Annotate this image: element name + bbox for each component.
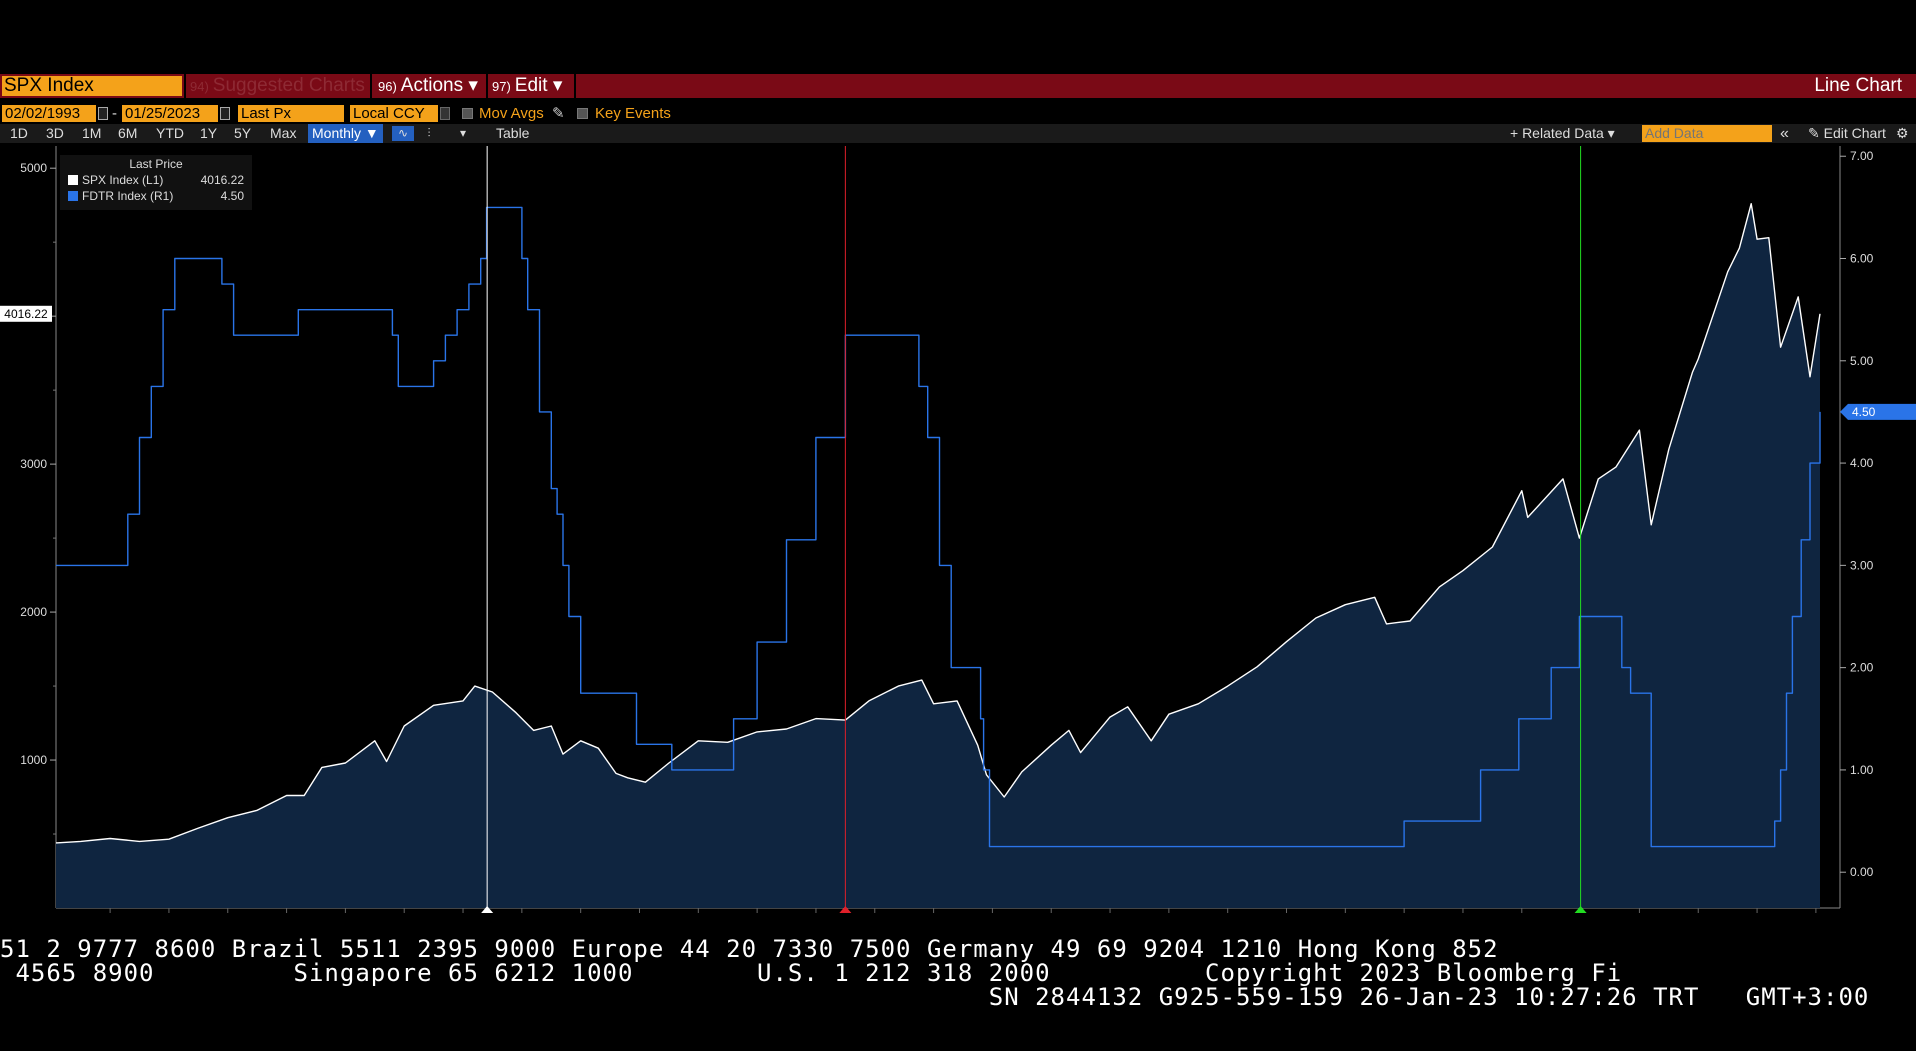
event-markers: 05/31/0006/30/0612/31/184016.224.50 bbox=[0, 146, 1916, 913]
ticker-line-1: 51 2 9777 8600 Brazil 5511 2395 9000 Eur… bbox=[0, 935, 1499, 963]
left-axis-tick-label: 5000 bbox=[20, 161, 47, 175]
series-layer bbox=[55, 203, 1821, 908]
menu-separator bbox=[486, 74, 488, 98]
right-last-value-tag bbox=[1840, 403, 1916, 420]
line-chart[interactable]: 1000 2000 3000 5000 0.00 1.00 2.00 3.00 4.00 5.00… bbox=[0, 143, 1916, 913]
calendar-icon[interactable] bbox=[220, 107, 230, 120]
key-events-checkbox[interactable] bbox=[577, 108, 588, 119]
price-field-select[interactable]: Last Px bbox=[238, 105, 344, 122]
menu-bar: SPX Index 94) Suggested Charts 96) Actions… bbox=[0, 74, 1916, 98]
edit-number: 97) bbox=[492, 79, 511, 94]
gear-icon[interactable]: ⚙ bbox=[1896, 125, 1909, 141]
start-date-field[interactable]: 02/02/1993 bbox=[2, 105, 96, 122]
edit-chart-button[interactable]: ✎ Edit Chart bbox=[1808, 125, 1886, 141]
left-axis-tick-label: 2000 bbox=[20, 605, 47, 619]
event-triangle bbox=[839, 906, 852, 913]
range-toolbar: 1D 3D 1M 6M YTD 1Y 5Y Max Monthly ▼ ∿ ⫶ … bbox=[0, 124, 1916, 143]
edit-menu[interactable]: 97) Edit ▾ bbox=[492, 74, 562, 98]
line-chart-icon[interactable]: ∿ bbox=[392, 126, 414, 141]
right-last-value-label: 4.50 bbox=[1852, 405, 1876, 419]
menu-separator bbox=[574, 74, 576, 98]
chevron-down-icon: ▾ bbox=[468, 75, 478, 96]
actions-label: Actions bbox=[400, 75, 464, 96]
event-triangle bbox=[481, 906, 494, 913]
legend-swatch bbox=[68, 191, 78, 201]
chevron-down-icon: ▾ bbox=[552, 75, 563, 96]
right-axis-tick-label: 2.00 bbox=[1850, 661, 1874, 675]
chart-area[interactable]: 1000 2000 3000 5000 0.00 1.00 2.00 3.00 4.00 5.00… bbox=[0, 143, 1916, 913]
bar-chart-icon[interactable]: ⫶ bbox=[427, 126, 431, 140]
fdtr-line bbox=[56, 206, 1821, 848]
legend-swatch bbox=[68, 175, 78, 185]
range-3d[interactable]: 3D bbox=[46, 125, 64, 141]
chevron-down-icon[interactable]: ▾ bbox=[459, 126, 467, 140]
range-5y[interactable]: 5Y bbox=[234, 125, 252, 141]
actions-number: 96) bbox=[378, 79, 397, 94]
left-axis-tick-label: 1000 bbox=[20, 753, 47, 767]
ticker-line-3: SN 2844132 G925-559-159 26-Jan-23 10:27:… bbox=[0, 983, 1870, 1011]
spx-line bbox=[55, 203, 1821, 844]
legend-item-spx[interactable]: SPX Index (L1) 4016.22 bbox=[66, 172, 246, 188]
calendar-icon[interactable] bbox=[98, 107, 108, 120]
suggested-charts-number: 94) bbox=[190, 79, 209, 94]
mov-avgs-label: Mov Avgs bbox=[479, 105, 544, 122]
suggested-charts-menu[interactable]: 94) Suggested Charts bbox=[190, 74, 365, 98]
spx-area-fill bbox=[56, 203, 1820, 908]
range-1d[interactable]: 1D bbox=[10, 125, 28, 141]
legend-header: Last Price bbox=[129, 157, 183, 171]
suggested-charts-label: Suggested Charts bbox=[212, 75, 365, 96]
mov-avgs-checkbox[interactable] bbox=[462, 108, 473, 119]
right-axis-tick-label: 5.00 bbox=[1850, 354, 1874, 368]
legend-value: 4.50 bbox=[220, 189, 244, 203]
frequency-select[interactable]: Monthly ▼ bbox=[308, 124, 383, 143]
options-bar: 02/02/1993 - 01/25/2023 Last Px Local CC… bbox=[0, 105, 1916, 123]
range-1m[interactable]: 1M bbox=[82, 125, 102, 141]
range-max[interactable]: Max bbox=[270, 125, 297, 141]
right-axis-tick-label: 6.00 bbox=[1850, 252, 1874, 266]
end-date-field[interactable]: 01/25/2023 bbox=[122, 105, 218, 122]
currency-dropdown-icon[interactable] bbox=[440, 107, 450, 120]
table-button[interactable]: Table bbox=[496, 125, 530, 141]
right-axis-tick-label: 0.00 bbox=[1850, 865, 1874, 879]
collapse-icon[interactable]: « bbox=[1780, 125, 1789, 142]
range-ytd[interactable]: YTD bbox=[156, 125, 184, 141]
right-axis-tick-label: 1.00 bbox=[1850, 763, 1874, 777]
left-last-value-tag bbox=[0, 305, 52, 322]
range-1y[interactable]: 1Y bbox=[200, 125, 218, 141]
left-last-value-label: 4016.22 bbox=[4, 307, 48, 321]
legend-label: SPX Index (L1) bbox=[82, 173, 164, 187]
related-data-button[interactable]: + Related Data ▾ bbox=[1510, 125, 1615, 141]
add-data-input[interactable] bbox=[1642, 125, 1772, 142]
pencil-icon[interactable]: ✎ bbox=[552, 105, 565, 122]
actions-menu[interactable]: 96) Actions ▾ bbox=[378, 74, 478, 98]
ticker-line-2: 4565 8900 Singapore 65 6212 1000 U.S. 1 … bbox=[0, 959, 1623, 987]
legend-item-fdtr[interactable]: FDTR Index (R1) 4.50 bbox=[66, 188, 246, 204]
legend[interactable]: Last Price SPX Index (L1) 4016.22 FDTR I… bbox=[60, 155, 252, 210]
menu-separator bbox=[370, 74, 372, 98]
date-separator: - bbox=[112, 105, 117, 122]
range-6m[interactable]: 6M bbox=[118, 125, 138, 141]
key-events-label: Key Events bbox=[595, 105, 671, 122]
chart-type-label: Line Chart bbox=[1814, 75, 1902, 96]
edit-label: Edit bbox=[514, 75, 548, 96]
left-axis-tick-label: 3000 bbox=[20, 457, 47, 471]
right-axis-tick-label: 3.00 bbox=[1850, 558, 1874, 572]
event-triangle bbox=[1574, 906, 1587, 913]
currency-select[interactable]: Local CCY bbox=[350, 105, 438, 122]
legend-value: 4016.22 bbox=[200, 173, 244, 187]
legend-label: FDTR Index (R1) bbox=[82, 189, 174, 203]
menu-separator bbox=[184, 74, 186, 98]
right-axis-tick-label: 7.00 bbox=[1850, 149, 1874, 163]
right-axis-tick-label: 4.00 bbox=[1850, 456, 1874, 470]
security-field[interactable]: SPX Index bbox=[2, 76, 182, 96]
